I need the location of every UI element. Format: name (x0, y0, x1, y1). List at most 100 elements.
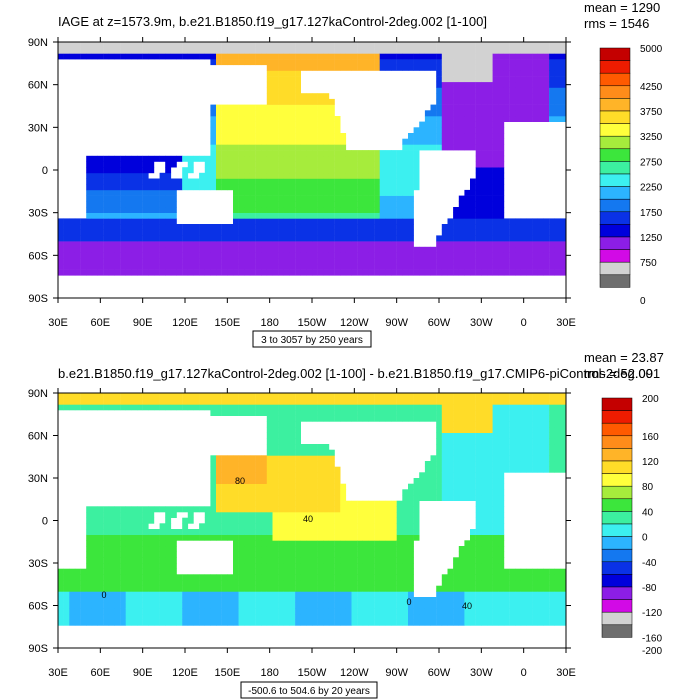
field-cell (464, 246, 471, 253)
field-cell (165, 218, 172, 225)
field-cell (103, 512, 110, 518)
field-cell (526, 574, 533, 581)
field-cell (244, 540, 251, 547)
field-cell (487, 218, 493, 225)
field-cell (334, 478, 341, 484)
field-cell (447, 81, 454, 88)
field-cell (199, 614, 205, 620)
field-cell (351, 150, 358, 157)
field-cell (91, 224, 98, 230)
field-cell (334, 167, 341, 174)
field-cell (295, 133, 301, 139)
field-cell (103, 574, 110, 581)
field-cell (481, 614, 488, 620)
field-cell (532, 110, 538, 117)
field-cell (475, 269, 482, 276)
field-cell (91, 207, 98, 213)
field-cell (249, 224, 256, 230)
field-cell (238, 258, 245, 265)
field-cell (154, 540, 160, 547)
field-cell (159, 529, 166, 535)
field-cell (210, 500, 217, 507)
field-cell (470, 580, 476, 586)
field-cell (137, 602, 143, 609)
field-cell (289, 580, 296, 586)
field-cell (216, 478, 222, 484)
field-cell (289, 207, 296, 213)
field-cell (509, 432, 516, 439)
field-cell (345, 252, 352, 259)
field-cell (137, 529, 143, 535)
field-cell (317, 461, 324, 467)
field-cell (453, 53, 459, 60)
field-cell (503, 269, 510, 276)
field-cell (295, 269, 301, 276)
field-cell (487, 461, 493, 467)
field-cell (481, 461, 488, 467)
field-cell (108, 47, 115, 54)
field-cell (328, 517, 335, 524)
field-cell (91, 568, 98, 575)
field-cell (379, 161, 386, 168)
field-cell (487, 110, 493, 117)
field-cell (424, 133, 431, 139)
field-cell (458, 59, 465, 66)
field-cell (125, 212, 132, 219)
field-cell (210, 252, 217, 259)
field-cell (204, 517, 211, 524)
field-cell (125, 619, 132, 626)
field-cell (447, 53, 454, 60)
field-cell (492, 155, 499, 162)
field-cell (408, 42, 414, 48)
field-cell (154, 189, 160, 196)
field-cell (69, 241, 76, 248)
field-cell (125, 258, 132, 265)
field-cell (69, 53, 76, 60)
field-cell (362, 585, 369, 592)
field-cell (283, 449, 290, 456)
field-cell (125, 512, 132, 518)
field-cell (193, 53, 200, 60)
field-cell (108, 585, 115, 592)
field-cell (374, 551, 380, 558)
field-cell (272, 189, 279, 196)
field-cell (413, 252, 420, 259)
field-cell (312, 568, 318, 575)
field-cell (266, 161, 273, 168)
field-cell (278, 263, 284, 270)
field-cell (227, 138, 234, 145)
field-cell (447, 252, 454, 259)
field-cell (86, 404, 93, 411)
field-cell (385, 568, 392, 575)
field-cell (520, 585, 527, 592)
field-cell (289, 133, 296, 139)
field-cell (402, 246, 409, 253)
field-cell (498, 444, 505, 450)
field-cell (182, 529, 189, 535)
field-cell (520, 104, 527, 111)
field-cell (436, 98, 443, 105)
field-cell (481, 229, 488, 236)
field-cell (464, 478, 471, 484)
field-cell (487, 201, 493, 208)
field-cell (227, 472, 234, 479)
field-cell (498, 404, 505, 411)
field-cell (362, 64, 369, 71)
field-cell (283, 59, 290, 66)
field-cell (509, 568, 516, 575)
field-cell (345, 53, 352, 60)
field-cell (328, 580, 335, 586)
field-cell (487, 59, 493, 66)
field-cell (295, 93, 301, 100)
field-cell (182, 269, 189, 276)
field-cell (441, 127, 448, 134)
field-cell (492, 64, 499, 71)
field-cell (503, 461, 510, 467)
field-cell (114, 53, 121, 60)
field-cell (227, 144, 234, 151)
field-cell (328, 472, 335, 479)
field-cell (137, 155, 143, 162)
field-cell (413, 161, 420, 168)
field-cell (537, 444, 544, 450)
field-cell (317, 444, 324, 450)
